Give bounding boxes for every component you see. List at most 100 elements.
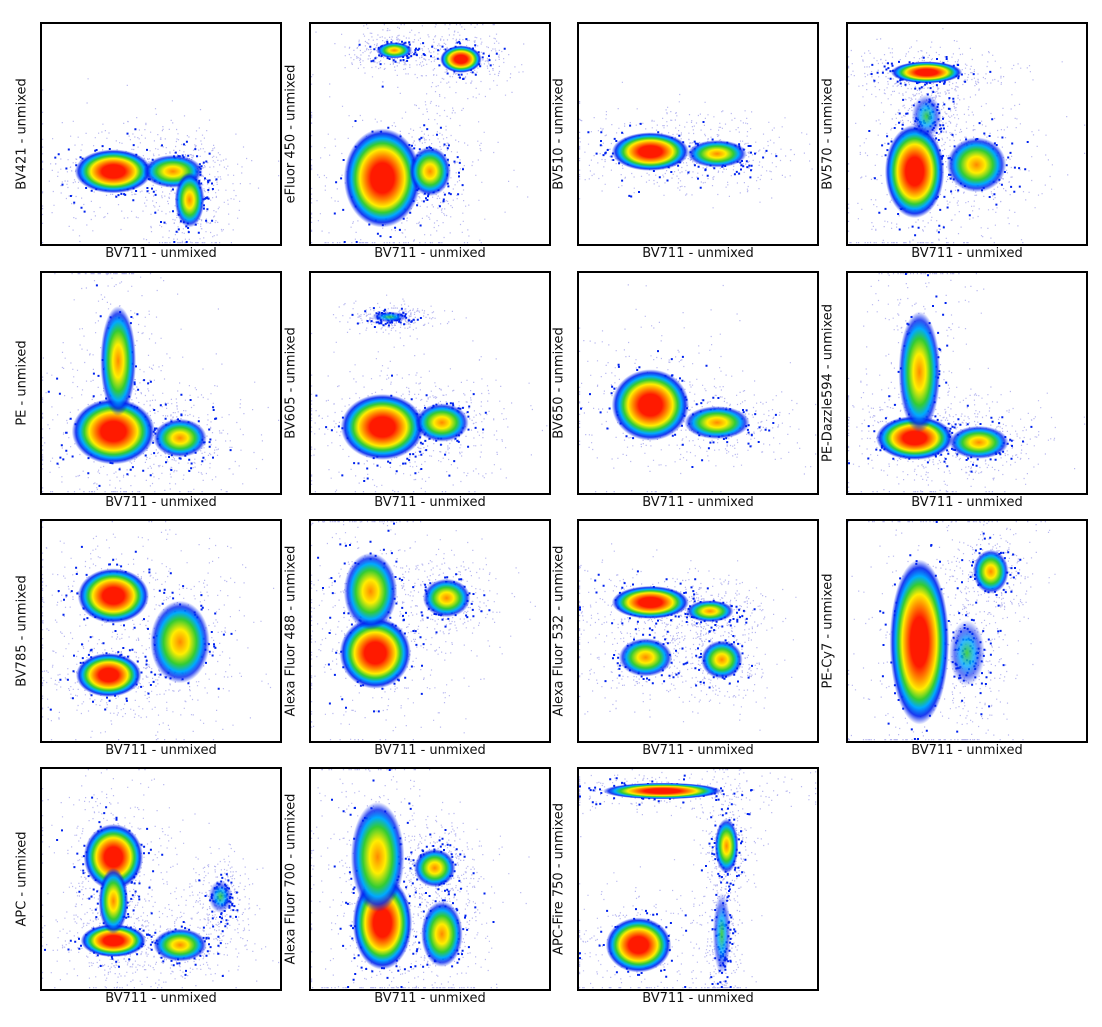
population-cluster: [700, 640, 743, 679]
population-cluster: [350, 802, 405, 912]
x-axis-label: BV711 - unmixed: [911, 246, 1023, 261]
sparse-events: [42, 769, 280, 989]
population-cluster: [100, 306, 137, 416]
plot-area: [846, 22, 1088, 246]
population-cluster: [413, 848, 456, 888]
y-axis-label: eFluor 450 - unmixed: [283, 64, 299, 204]
density-plot: BV711 - unmixed APC-Fire 750 - unmixed: [552, 767, 819, 1006]
sparse-events: [42, 521, 275, 741]
population-cluster: [98, 868, 129, 934]
plot-area: [40, 519, 282, 743]
plot-area: [846, 519, 1088, 743]
x-axis-label: BV711 - unmixed: [105, 246, 217, 261]
population-cluster: [898, 311, 941, 433]
population-cluster: [376, 42, 413, 59]
population-cluster: [150, 600, 210, 684]
population-cluster: [340, 394, 425, 460]
y-axis-label: APC-Fire 750 - unmixed: [551, 803, 567, 955]
y-axis-label: BV785 - unmixed: [14, 575, 30, 687]
y-axis-label: BV650 - unmixed: [551, 327, 567, 439]
population-cluster: [75, 653, 142, 697]
population-cluster: [77, 568, 150, 624]
population-cluster: [611, 585, 690, 619]
density-plot: BV711 - unmixed BV570 - unmixed: [821, 22, 1088, 261]
density-plot: BV711 - unmixed APC - unmixed: [15, 767, 282, 1006]
population-cluster: [339, 617, 411, 689]
x-axis-label: BV711 - unmixed: [374, 991, 486, 1006]
sparse-events: [42, 273, 280, 493]
population-cluster: [153, 928, 207, 962]
population-cluster: [712, 892, 731, 976]
population-cluster: [343, 128, 422, 228]
population-cluster: [174, 172, 205, 228]
y-axis-label: PE-Dazzle594 - unmixed: [820, 303, 836, 463]
x-axis-label: BV711 - unmixed: [374, 743, 486, 758]
y-axis-label: BV510 - unmixed: [551, 78, 567, 190]
density-plot: BV711 - unmixed PE-Dazzle594 - unmixed: [821, 271, 1088, 510]
population-cluster: [421, 901, 463, 967]
y-axis-label: PE-Cy7 - unmixed: [820, 573, 836, 689]
population-cluster: [611, 369, 690, 441]
population-cluster: [602, 782, 722, 800]
population-cluster: [71, 398, 156, 465]
x-axis-label: BV711 - unmixed: [642, 743, 754, 758]
density-plot: BV711 - unmixed PE - unmixed: [15, 271, 282, 510]
sparse-events: [579, 543, 797, 731]
density-plot: BV711 - unmixed Alexa Fluor 488 - unmixed: [284, 519, 551, 758]
population-cluster: [208, 880, 233, 914]
population-cluster: [605, 917, 672, 973]
population-cluster: [686, 600, 734, 623]
density-plot: BV711 - unmixed Alexa Fluor 532 - unmixed: [552, 519, 819, 758]
sparse-events: [311, 294, 548, 493]
population-cluster: [890, 61, 963, 84]
plot-area: [309, 519, 551, 743]
x-axis-label: BV711 - unmixed: [374, 495, 486, 510]
x-axis-label: BV711 - unmixed: [105, 991, 217, 1006]
population-cluster: [884, 124, 945, 219]
population-cluster: [949, 620, 985, 686]
population-cluster: [687, 140, 747, 168]
x-axis-label: BV711 - unmixed: [911, 495, 1023, 510]
sparse-events: [848, 28, 1086, 244]
population-cluster: [80, 924, 147, 958]
x-axis-label: BV711 - unmixed: [105, 495, 217, 510]
low-density-events: [317, 522, 491, 713]
population-cluster: [911, 94, 942, 139]
plot-area: [40, 22, 282, 246]
y-axis-label: Alexa Fluor 488 - unmixed: [283, 545, 299, 717]
population-cluster: [74, 149, 153, 194]
population-cluster: [684, 406, 750, 440]
population-cluster: [611, 132, 690, 171]
population-cluster: [409, 146, 451, 197]
plot-area: [40, 271, 282, 495]
plot-area: [577, 271, 819, 495]
population-cluster: [153, 418, 207, 458]
density-plot: BV711 - unmixed BV785 - unmixed: [15, 519, 282, 758]
sparse-events: [848, 521, 1056, 741]
y-axis-label: Alexa Fluor 532 - unmixed: [551, 545, 567, 717]
population-cluster: [422, 578, 471, 618]
population-cluster: [415, 403, 469, 442]
density-plot: BV711 - unmixed Alexa Fluor 700 - unmixed: [284, 767, 551, 1006]
population-cluster: [889, 559, 950, 725]
y-axis-label: PE - unmixed: [14, 340, 30, 426]
x-axis-label: BV711 - unmixed: [105, 743, 217, 758]
population-cluster: [371, 311, 408, 323]
plot-area: [40, 767, 282, 991]
x-axis-label: BV711 - unmixed: [642, 991, 754, 1006]
y-axis-label: APC - unmixed: [14, 831, 30, 927]
y-axis-label: BV605 - unmixed: [283, 327, 299, 439]
y-axis-label: BV421 - unmixed: [14, 78, 30, 190]
population-cluster: [343, 552, 398, 630]
plot-area: [577, 519, 819, 743]
density-plot: BV711 - unmixed BV421 - unmixed: [15, 22, 282, 261]
population-cluster: [83, 824, 144, 890]
plot-area: [846, 271, 1088, 495]
plot-area: [309, 271, 551, 495]
y-axis-label: Alexa Fluor 700 - unmixed: [283, 793, 299, 965]
x-axis-label: BV711 - unmixed: [642, 246, 754, 261]
population-cluster: [946, 137, 1007, 193]
population-cluster: [714, 818, 739, 874]
plot-area: [577, 767, 819, 991]
